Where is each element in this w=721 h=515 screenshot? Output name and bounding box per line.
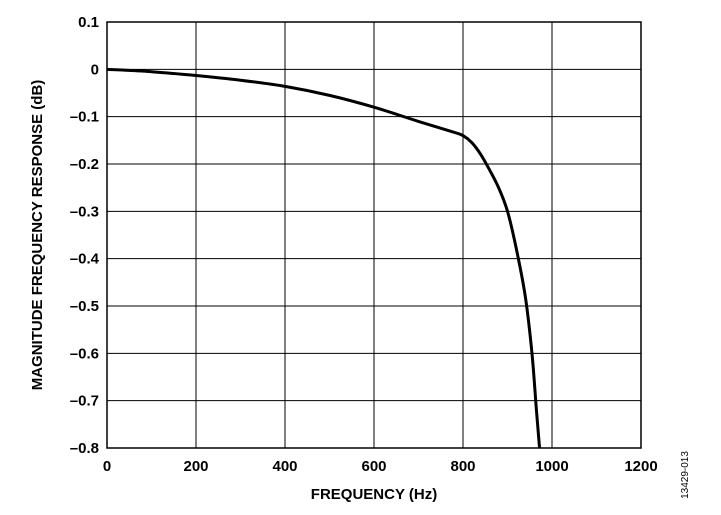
y-tick-label-8: –0.7	[70, 393, 99, 410]
figure-id: 13429-013	[680, 451, 691, 499]
x-tick-label-5: 1000	[535, 458, 568, 475]
x-tick-label-0: 0	[103, 458, 111, 475]
series-layer	[106, 67, 542, 449]
y-tick-label-3: –0.2	[70, 156, 99, 173]
x-tick-label-4: 800	[450, 458, 475, 475]
series-line-0	[106, 67, 542, 449]
y-tick-label-1: 0	[91, 61, 99, 78]
tick-labels: 0 200 400 600 800 1000 1200 0.1 0 –0.1 –0.2 –0.3 –0.…	[70, 14, 658, 475]
x-tick-label-6: 1200	[624, 458, 657, 475]
y-tick-label-9: –0.8	[70, 440, 99, 457]
y-tick-label-0: 0.1	[78, 14, 99, 31]
y-tick-label-2: –0.1	[70, 109, 99, 126]
x-tick-label-3: 600	[361, 458, 386, 475]
y-tick-label-7: –0.6	[70, 345, 99, 362]
x-tick-label-2: 400	[272, 458, 297, 475]
plot-frame	[106, 21, 642, 449]
y-axis-title: MAGNITUDE FREQUENCY RESPONSE (dB)	[29, 80, 46, 391]
x-tick-label-1: 200	[183, 458, 208, 475]
y-tick-label-5: –0.4	[70, 251, 100, 268]
y-tick-label-4: –0.3	[70, 203, 99, 220]
x-axis-title: FREQUENCY (Hz)	[311, 486, 437, 503]
y-tick-label-6: –0.5	[70, 298, 99, 315]
